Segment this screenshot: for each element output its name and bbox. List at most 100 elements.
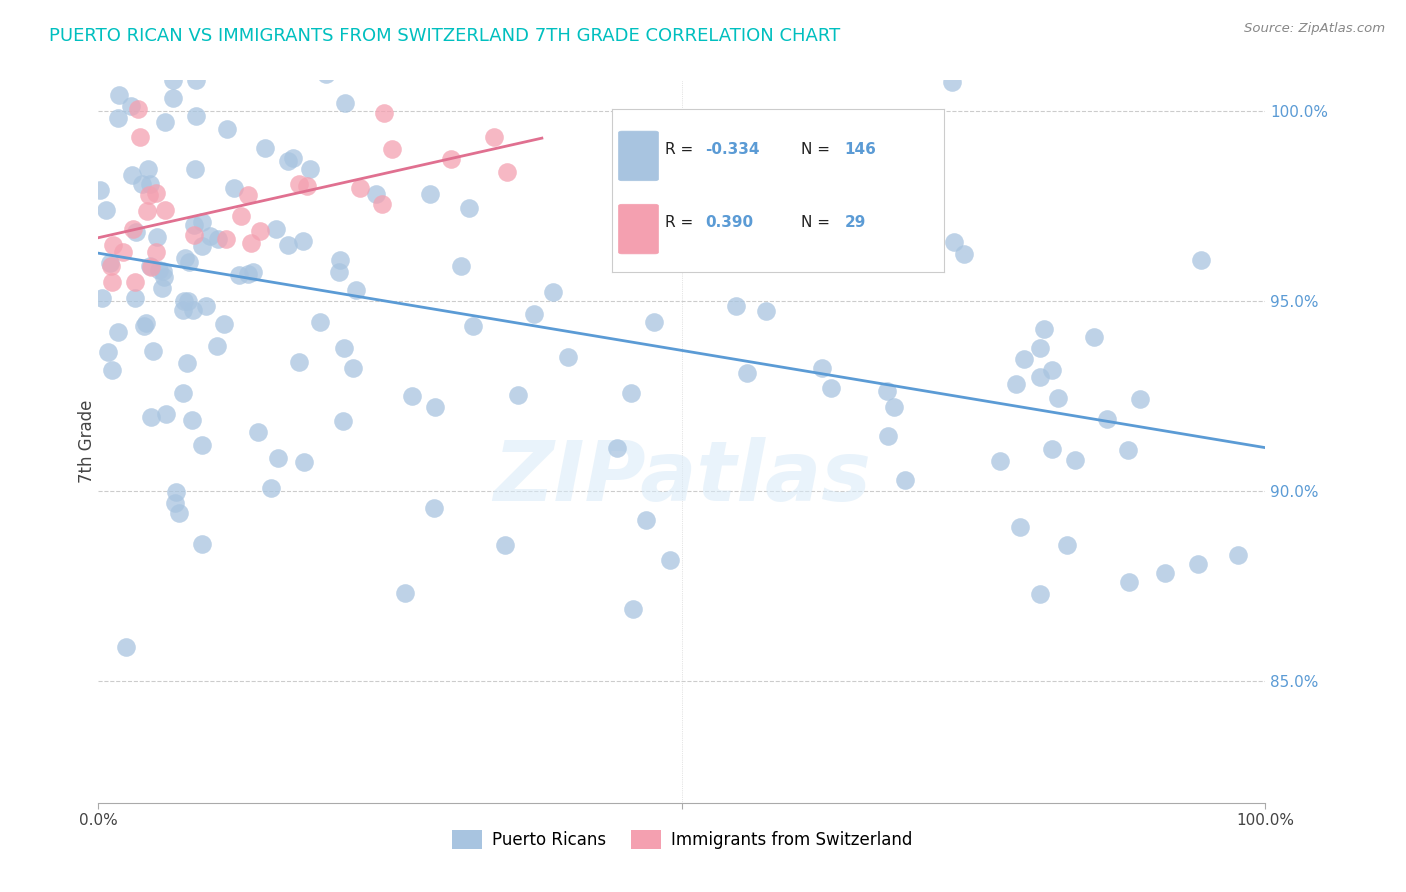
- Point: [239, 235, 262, 250]
- Point: [1042, 442, 1064, 457]
- Point: [1083, 329, 1105, 343]
- Point: [1029, 587, 1052, 601]
- Point: [1116, 442, 1139, 457]
- Point: [373, 105, 395, 120]
- Point: [181, 303, 204, 318]
- Point: [115, 640, 138, 654]
- Point: [1095, 412, 1118, 426]
- Point: [179, 255, 201, 269]
- Point: [145, 244, 167, 259]
- Point: [186, 109, 208, 123]
- Point: [100, 259, 122, 273]
- Point: [138, 161, 160, 176]
- Point: [191, 239, 214, 253]
- Point: [1129, 392, 1152, 407]
- Point: [127, 102, 149, 116]
- Point: [423, 501, 446, 516]
- Point: [894, 473, 917, 487]
- Point: [352, 5, 374, 20]
- Point: [132, 319, 155, 334]
- Point: [988, 454, 1011, 468]
- Point: [207, 339, 229, 353]
- Point: [177, 293, 200, 308]
- Point: [167, 506, 190, 520]
- Point: [673, 201, 696, 215]
- Point: [1005, 377, 1028, 392]
- Y-axis label: 7th Grade: 7th Grade: [79, 400, 96, 483]
- Point: [145, 186, 167, 201]
- Point: [135, 316, 157, 330]
- Point: [883, 400, 905, 414]
- Point: [146, 230, 169, 244]
- Point: [103, 238, 125, 252]
- Point: [820, 381, 842, 395]
- Point: [266, 222, 288, 236]
- Point: [108, 87, 131, 102]
- Point: [236, 188, 259, 202]
- Point: [121, 222, 143, 236]
- Point: [1226, 548, 1249, 562]
- Point: [953, 246, 976, 260]
- Point: [131, 177, 153, 191]
- Point: [1189, 252, 1212, 267]
- Point: [1046, 391, 1069, 405]
- Point: [620, 385, 643, 400]
- Point: [1029, 370, 1052, 384]
- Point: [215, 121, 238, 136]
- Point: [523, 307, 546, 321]
- Point: [101, 275, 124, 289]
- Point: [453, 9, 475, 23]
- Point: [89, 183, 111, 197]
- Point: [152, 264, 174, 278]
- Point: [172, 386, 194, 401]
- Point: [299, 162, 322, 177]
- Point: [1040, 363, 1063, 377]
- Point: [124, 275, 146, 289]
- Point: [139, 259, 162, 273]
- Point: [121, 168, 143, 182]
- Point: [94, 203, 117, 218]
- Point: [333, 342, 356, 356]
- Point: [1153, 566, 1175, 580]
- Point: [364, 187, 387, 202]
- Point: [141, 409, 163, 424]
- Point: [810, 361, 832, 376]
- Point: [1056, 539, 1078, 553]
- Text: Source: ZipAtlas.com: Source: ZipAtlas.com: [1244, 22, 1385, 36]
- Point: [783, 214, 806, 228]
- Point: [142, 344, 165, 359]
- Point: [745, 153, 768, 167]
- Point: [621, 602, 644, 616]
- Point: [107, 111, 129, 125]
- Point: [508, 388, 530, 402]
- Point: [155, 202, 177, 217]
- Point: [724, 299, 747, 313]
- Point: [329, 252, 352, 267]
- Point: [267, 451, 290, 466]
- Point: [139, 260, 162, 274]
- Point: [246, 425, 269, 439]
- Point: [138, 187, 160, 202]
- Point: [148, 263, 170, 277]
- Point: [155, 407, 177, 421]
- Text: PUERTO RICAN VS IMMIGRANTS FROM SWITZERLAND 7TH GRADE CORRELATION CHART: PUERTO RICAN VS IMMIGRANTS FROM SWITZERL…: [49, 27, 841, 45]
- Point: [277, 238, 299, 252]
- Point: [229, 209, 252, 223]
- Point: [150, 281, 173, 295]
- Point: [349, 180, 371, 194]
- Point: [207, 232, 229, 246]
- Point: [184, 161, 207, 176]
- Point: [1028, 341, 1050, 355]
- Point: [755, 304, 778, 318]
- Point: [191, 438, 214, 452]
- Point: [943, 235, 966, 250]
- Point: [295, 179, 318, 194]
- Point: [333, 95, 356, 110]
- Point: [124, 291, 146, 305]
- Point: [139, 178, 162, 192]
- Point: [494, 538, 516, 552]
- Point: [1008, 520, 1031, 534]
- Point: [419, 186, 441, 201]
- Point: [174, 251, 197, 265]
- Point: [191, 537, 214, 551]
